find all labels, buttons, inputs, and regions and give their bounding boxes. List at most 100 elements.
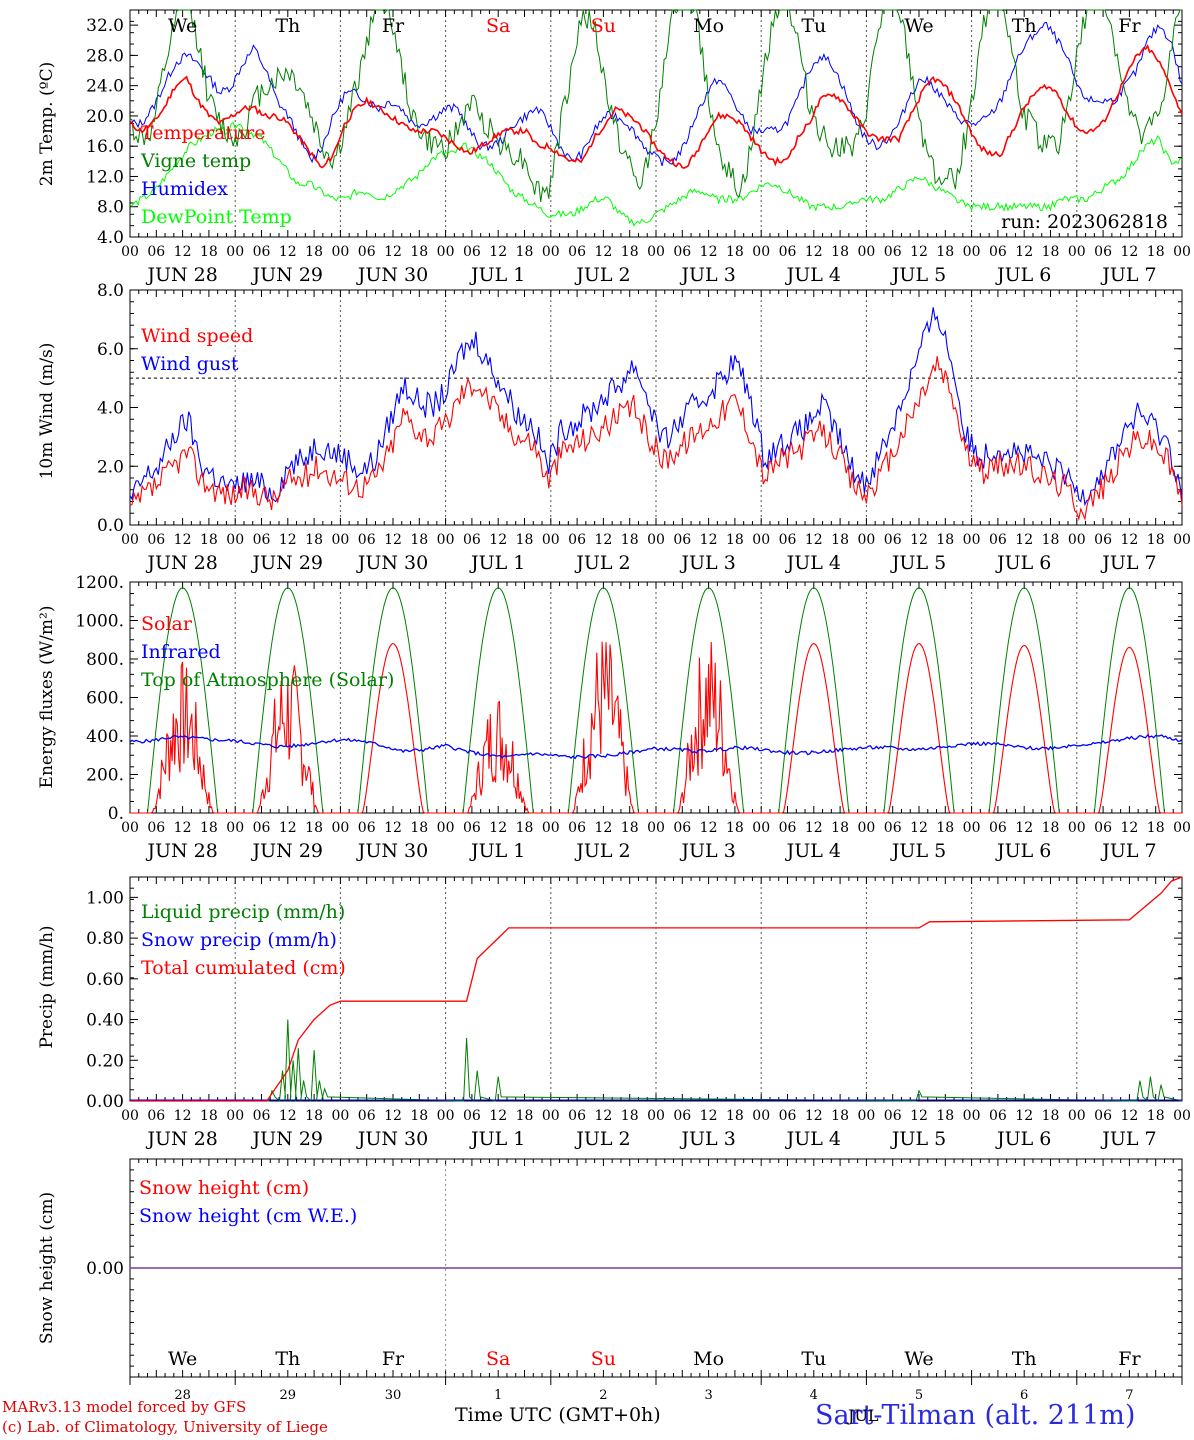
legend-solar: Solar xyxy=(141,613,193,635)
hour-label: 00 xyxy=(1068,820,1086,836)
day-number-label: 4 xyxy=(810,1388,818,1403)
hour-label: 18 xyxy=(200,1108,218,1124)
hour-label: 06 xyxy=(779,244,797,260)
hour-label: 12 xyxy=(279,820,297,836)
hour-label: 18 xyxy=(516,1108,534,1124)
hour-label: 00 xyxy=(331,244,349,260)
hour-label: 06 xyxy=(1094,532,1112,548)
y-tick-label: 4.0 xyxy=(97,228,124,248)
hour-label: 00 xyxy=(647,244,665,260)
hour-label: 06 xyxy=(1094,244,1112,260)
legend-top-of-atmosphere-solar-: Top of Atmosphere (Solar) xyxy=(141,669,394,691)
hour-label: 18 xyxy=(200,532,218,548)
hour-label: 12 xyxy=(279,1108,297,1124)
date-label: JUL 3 xyxy=(679,1128,735,1150)
date-label: JUN 30 xyxy=(356,264,428,286)
lab-credit: (c) Lab. of Climatology, University of L… xyxy=(2,1418,328,1436)
date-label: JUL 7 xyxy=(1100,1128,1156,1150)
hour-label: 06 xyxy=(253,532,271,548)
date-label: JUL 5 xyxy=(890,552,946,574)
day-number-label: 2 xyxy=(599,1388,607,1403)
hour-label: 06 xyxy=(147,532,165,548)
date-label: JUL 4 xyxy=(785,1128,841,1150)
hour-label: 06 xyxy=(147,1108,165,1124)
date-label: JUN 30 xyxy=(356,1128,428,1150)
hour-label: 18 xyxy=(936,1108,954,1124)
hour-label: 18 xyxy=(305,1108,323,1124)
hour-label: 06 xyxy=(568,244,586,260)
y-tick-label: 0.60 xyxy=(86,970,124,990)
hour-label: 00 xyxy=(752,532,770,548)
hour-label: 00 xyxy=(1068,532,1086,548)
y-tick-label: 24.0 xyxy=(86,77,124,97)
hour-label: 18 xyxy=(936,532,954,548)
hour-label: 00 xyxy=(752,1108,770,1124)
x-axis-title: Time UTC (GMT+0h) xyxy=(455,1404,661,1426)
hour-label: 00 xyxy=(437,244,455,260)
date-label: JUL 7 xyxy=(1100,552,1156,574)
hour-label: 06 xyxy=(1094,820,1112,836)
hour-label: 06 xyxy=(779,820,797,836)
hour-label: 06 xyxy=(358,820,376,836)
legend-infrared: Infrared xyxy=(141,641,221,663)
hour-label: 12 xyxy=(594,532,612,548)
weekday-label: Th xyxy=(275,15,300,37)
date-label: JUL 2 xyxy=(574,264,630,286)
hour-label: 00 xyxy=(1173,244,1191,260)
hour-label: 00 xyxy=(963,244,981,260)
date-label: JUL 7 xyxy=(1100,840,1156,862)
panel-3: 0. 200. 400. 600. 800. 1000. 1200. Energy fluxe… xyxy=(37,573,1191,862)
y-tick-label: 0. xyxy=(108,804,124,824)
hour-label: 12 xyxy=(594,244,612,260)
hour-label: 12 xyxy=(1015,820,1033,836)
hour-label: 06 xyxy=(989,1108,1007,1124)
y-tick-label: 8.0 xyxy=(97,281,124,301)
hour-label: 00 xyxy=(1068,244,1086,260)
series-line-total-cumulated xyxy=(130,876,1183,1102)
y-tick-label: 1000. xyxy=(75,612,124,632)
hour-label: 18 xyxy=(516,820,534,836)
hour-label: 00 xyxy=(121,244,139,260)
date-label: JUN 28 xyxy=(145,840,217,862)
date-label: JUN 30 xyxy=(356,840,428,862)
panel-5: 0.00 Snow height (cm) We Th Fr Sa Su Mo Tu We Th Fr… xyxy=(37,1158,1183,1403)
date-label: JUL 6 xyxy=(995,264,1051,286)
y-tick-label: 600. xyxy=(86,689,124,709)
hour-label: 00 xyxy=(857,532,875,548)
panel-1: 4.0 8.0 12.0 16.0 20.0 24.0 28.0 32.0 2m Temp. (… xyxy=(37,9,1191,286)
hour-label: 00 xyxy=(647,1108,665,1124)
date-label: JUL 1 xyxy=(469,840,525,862)
legend-snow-precip-mm-h-: Snow precip (mm/h) xyxy=(141,929,337,951)
hour-label: 00 xyxy=(437,1108,455,1124)
hour-label: 06 xyxy=(463,1108,481,1124)
hour-label: 06 xyxy=(1094,1108,1112,1124)
hour-label: 18 xyxy=(936,244,954,260)
series-line-liquid-precip xyxy=(130,1019,1183,1103)
date-label: JUL 3 xyxy=(679,264,735,286)
date-label: JUL 5 xyxy=(890,1128,946,1150)
weekday-label: Su xyxy=(591,15,616,37)
hour-label: 06 xyxy=(673,244,691,260)
day-number-label: 1 xyxy=(494,1388,502,1403)
hour-label: 12 xyxy=(384,1108,402,1124)
hour-label: 06 xyxy=(673,820,691,836)
date-label: JUL 1 xyxy=(469,552,525,574)
y-tick-label: 0.00 xyxy=(86,1259,124,1279)
hour-label: 06 xyxy=(884,1108,902,1124)
weekday-label: We xyxy=(904,15,933,37)
date-label: JUL 1 xyxy=(469,1128,525,1150)
date-label: JUL 3 xyxy=(679,840,735,862)
date-label: JUN 29 xyxy=(251,840,323,862)
y-tick-label: 1.00 xyxy=(86,888,124,908)
series-line-solar xyxy=(130,641,1182,814)
date-label: JUN 28 xyxy=(145,1128,217,1150)
day-number-label: 6 xyxy=(1020,1388,1028,1403)
legend-liquid-precip-mm-h-: Liquid precip (mm/h) xyxy=(141,901,345,923)
hour-label: 18 xyxy=(1042,820,1060,836)
hour-label: 12 xyxy=(279,532,297,548)
hour-label: 06 xyxy=(568,820,586,836)
date-label: JUL 7 xyxy=(1100,264,1156,286)
hour-label: 12 xyxy=(805,820,823,836)
legend-snow-height-cm-: Snow height (cm) xyxy=(139,1177,309,1199)
hour-label: 06 xyxy=(989,532,1007,548)
